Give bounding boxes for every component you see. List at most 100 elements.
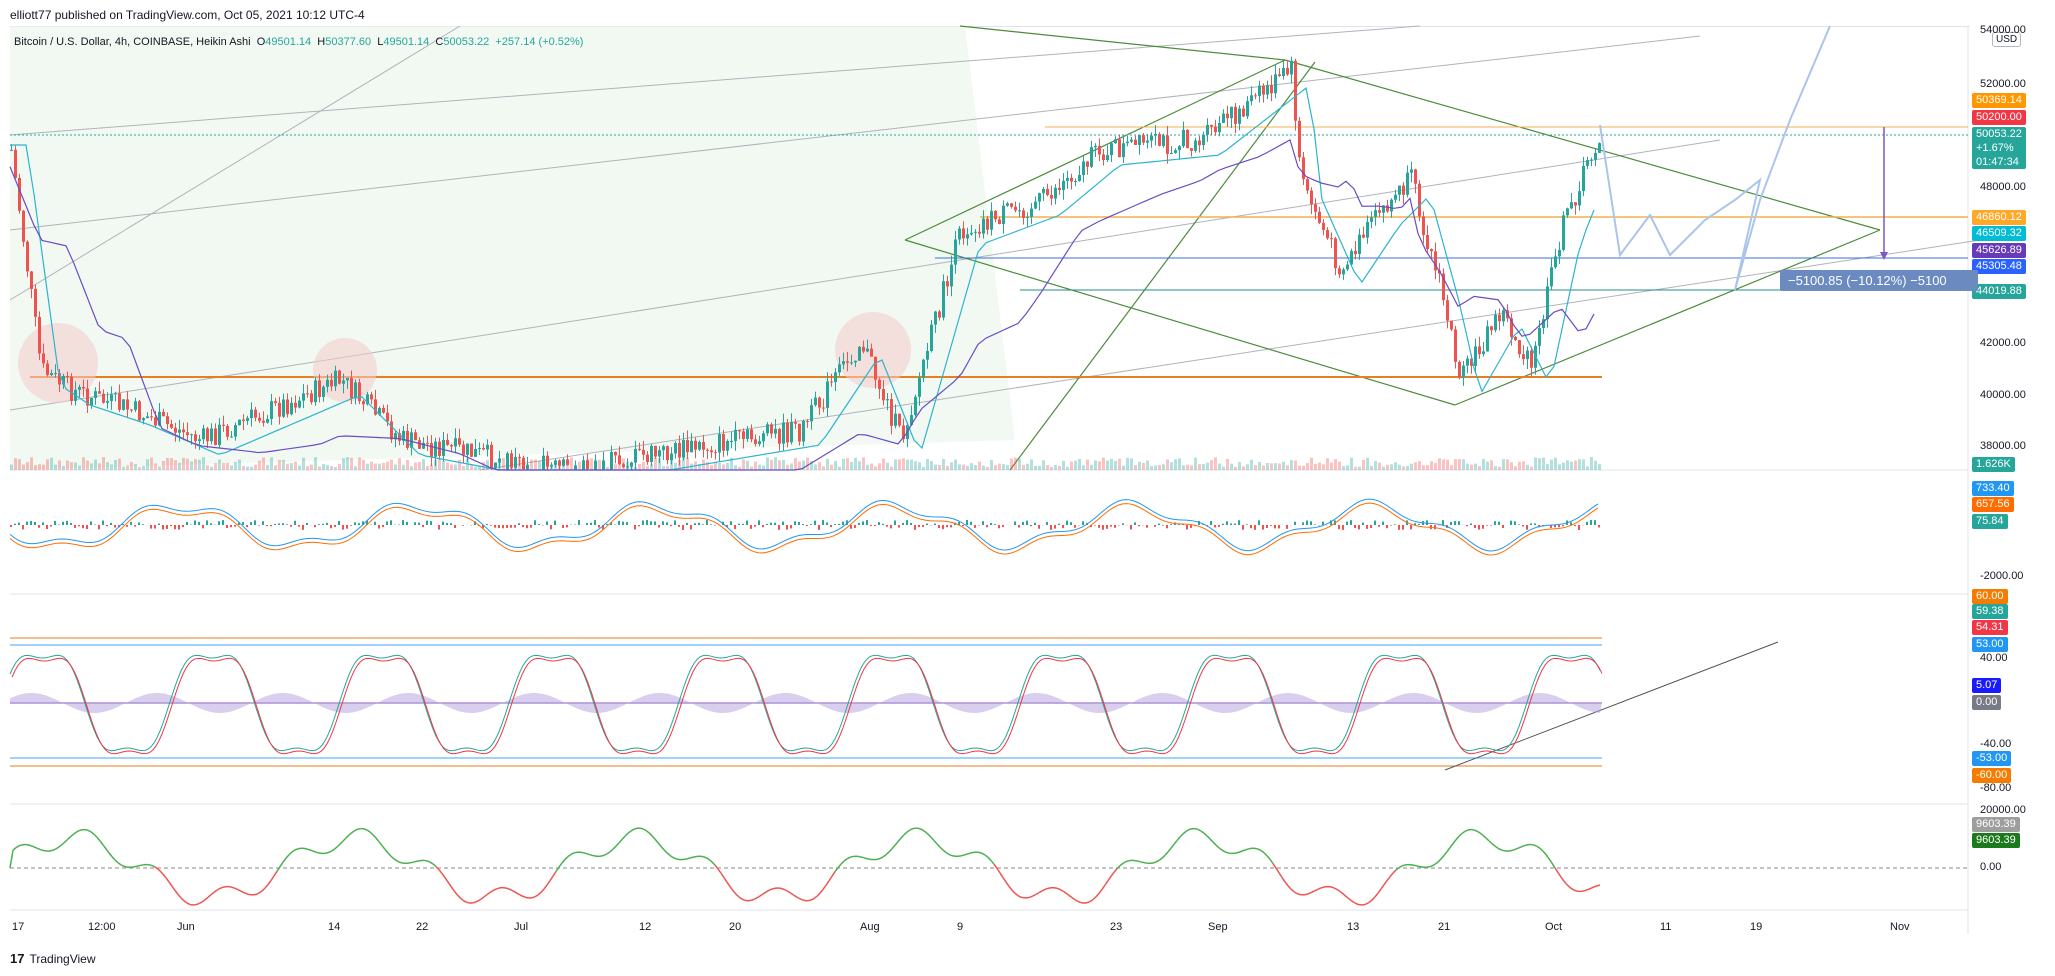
macd-histogram-bar [46, 525, 48, 529]
volume-bar [1286, 465, 1289, 470]
flow-line-segment [1089, 898, 1094, 903]
volume-bar [1178, 458, 1181, 470]
candle [1282, 67, 1285, 77]
volume-tag: 1.626K [1972, 457, 2015, 472]
volume-bar [1170, 462, 1173, 470]
volume-bar [182, 457, 185, 470]
candle [882, 389, 885, 401]
macd-histogram-bar [426, 520, 428, 525]
flow-line-segment [1164, 851, 1169, 856]
tradingview-logo-icon: 17 [10, 951, 25, 966]
flow-line-segment [342, 837, 347, 842]
volume-bar [478, 465, 481, 470]
volume-bar [1050, 466, 1053, 470]
volume-bar [458, 459, 461, 470]
symbol-legend[interactable]: Bitcoin / U.S. Dollar, 4h, COINBASE, Hei… [14, 36, 583, 48]
volume-bar [474, 466, 477, 470]
macd-histogram-bar [142, 524, 144, 525]
flow-line-segment [1536, 845, 1541, 849]
flow-line-segment [816, 892, 821, 897]
candle [546, 455, 549, 467]
volume-bar [1142, 462, 1145, 470]
volume-bar [1110, 458, 1113, 470]
macd-histogram-bar [1158, 523, 1160, 525]
macd-histogram-bar [1074, 525, 1076, 528]
macd-histogram-bar [198, 521, 200, 525]
volume-bar [10, 464, 13, 470]
macd-histogram-bar [186, 521, 188, 525]
candle [414, 432, 417, 441]
volume-bar [1346, 465, 1349, 470]
flow-line-segment [600, 854, 605, 857]
currency-badge[interactable]: USD [1992, 32, 2022, 47]
flow-line-segment [1473, 829, 1478, 832]
candle [1350, 250, 1353, 265]
candle [166, 416, 169, 424]
candle [1470, 358, 1473, 366]
time-axis-label: 21 [1438, 921, 1451, 933]
candle [426, 442, 429, 444]
volume-bar [1182, 465, 1185, 470]
change-value: +257.14 (+0.52%) [495, 36, 584, 48]
footer-brand[interactable]: 17 TradingView [10, 951, 96, 966]
macd-histogram-bar [634, 525, 636, 530]
flow-line-segment [1341, 892, 1346, 897]
macd-histogram-bar [522, 525, 524, 528]
volume-bar [334, 466, 337, 470]
candle [1118, 139, 1121, 158]
flow-line-segment [861, 856, 866, 859]
candle [658, 450, 661, 457]
macd-histogram-bar [506, 525, 508, 528]
flow-line-segment [492, 888, 497, 892]
price-range-measure-label[interactable]: −5100.85 (−10.12%) −5100 [1780, 270, 1978, 291]
flow-line-segment [1317, 887, 1322, 890]
volume-bar [722, 464, 725, 470]
candle [510, 453, 513, 468]
flow-line-segment [627, 830, 632, 834]
flow-line-segment [921, 829, 926, 833]
candle [630, 462, 633, 467]
macd-histogram-bar [450, 523, 452, 525]
flow-line-segment [1461, 830, 1466, 835]
candle [246, 418, 249, 421]
flow-line-segment [1548, 858, 1553, 864]
macd-histogram-bar [442, 521, 444, 525]
volume-bar [1102, 457, 1105, 470]
volume-bar [1202, 464, 1205, 470]
candle [70, 376, 73, 401]
candle [1498, 314, 1501, 322]
candle [1590, 159, 1593, 161]
flow-line-segment [312, 850, 317, 853]
candle [1378, 210, 1381, 213]
volume-bar [1566, 460, 1569, 470]
volume-bar [1434, 462, 1437, 470]
candle [54, 373, 57, 375]
volume-bar [582, 465, 585, 470]
volume-bar [402, 464, 405, 470]
macd-histogram-bar [618, 520, 620, 525]
candle [1562, 215, 1565, 250]
flow-line-segment [693, 855, 698, 858]
macd-histogram-bar [1214, 525, 1216, 528]
volume-bar [278, 459, 281, 470]
volume-bar [430, 464, 433, 470]
green-wedge-lines [904, 25, 1881, 471]
candle [638, 448, 641, 450]
macd-histogram-bar [790, 525, 792, 529]
flow-line-segment [285, 854, 290, 859]
flow-line-segment [441, 873, 446, 879]
macd-histogram-bar [98, 525, 100, 530]
flow-line-segment [237, 889, 242, 892]
flow-line-segment [195, 902, 200, 906]
flow-line-segment [111, 856, 116, 861]
flow-line-segment [1197, 828, 1202, 832]
flow-tag: 9603.39 [1972, 833, 2020, 848]
volume-bar [838, 466, 841, 470]
flow-line-segment [96, 836, 101, 842]
volume-bar [594, 459, 597, 470]
volume-bar [614, 464, 617, 470]
candle [198, 439, 201, 442]
candle [1474, 346, 1477, 366]
flow-line-segment [1206, 835, 1211, 840]
